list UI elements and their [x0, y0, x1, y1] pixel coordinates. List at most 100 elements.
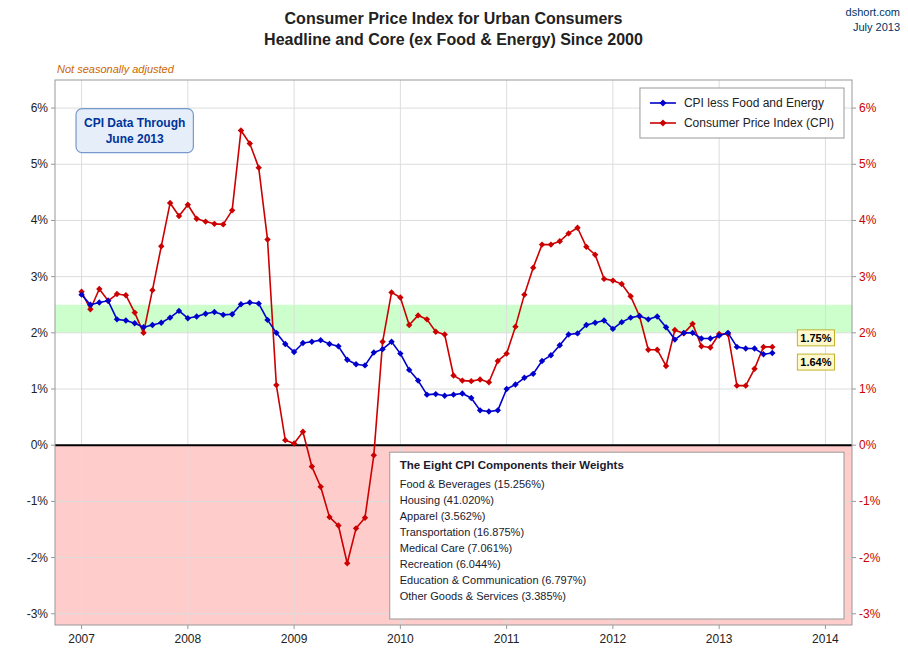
marker: [335, 522, 341, 528]
marker: [672, 327, 678, 333]
marker: [583, 322, 589, 328]
marker: [645, 346, 651, 352]
marker: [256, 300, 262, 306]
marker: [557, 238, 563, 244]
marker: [273, 382, 279, 388]
annotation-box: [76, 109, 193, 153]
tick-label-y2: 1%: [859, 382, 877, 396]
marker: [220, 312, 226, 318]
tick-y: [51, 445, 55, 446]
tick-y2: [852, 108, 856, 109]
band: [55, 305, 852, 333]
marker: [344, 357, 350, 363]
marker: [114, 291, 120, 297]
plot-frame: [55, 80, 852, 625]
marker: [689, 330, 695, 336]
marker: [503, 386, 509, 392]
marker: [264, 236, 270, 242]
marker: [415, 312, 421, 318]
marker: [450, 372, 456, 378]
marker: [282, 341, 288, 347]
grid-line-x: [187, 80, 188, 625]
tick-y: [51, 613, 55, 614]
tick-x: [825, 625, 826, 629]
marker: [645, 316, 651, 322]
marker: [273, 330, 279, 336]
annotation-text: CPI Data Through: [84, 116, 185, 130]
marker: [406, 322, 412, 328]
marker: [247, 140, 253, 146]
marker: [176, 213, 182, 219]
tick-y2: [852, 332, 856, 333]
marker: [530, 264, 536, 270]
tick-label-y: 5%: [31, 157, 49, 171]
marker: [619, 319, 625, 325]
marker: [96, 286, 102, 292]
plot-background: [55, 80, 852, 625]
marker: [167, 314, 173, 320]
tick-label-y2: 2%: [859, 326, 877, 340]
marker: [291, 349, 297, 355]
tick-label-x: 2008: [174, 632, 201, 646]
marker: [681, 330, 687, 336]
marker: [450, 391, 456, 397]
marker: [433, 329, 439, 335]
marker: [654, 346, 660, 352]
tick-label-x: 2011: [494, 632, 520, 646]
legend-marker: [659, 100, 666, 107]
text-box-line: Recreation (6.044%): [400, 558, 501, 570]
marker: [335, 343, 341, 349]
marker: [574, 225, 580, 231]
marker: [326, 514, 332, 520]
legend-marker: [659, 120, 666, 127]
marker: [707, 344, 713, 350]
grid-line-y: [55, 276, 852, 277]
marker: [619, 281, 625, 287]
marker: [132, 309, 138, 315]
marker: [751, 345, 757, 351]
tick-y: [51, 501, 55, 502]
marker: [353, 361, 359, 367]
tick-label-y: 3%: [31, 270, 49, 284]
marker: [548, 241, 554, 247]
tick-label-y2: 0%: [859, 438, 877, 452]
marker: [424, 316, 430, 322]
marker: [583, 244, 589, 250]
marker: [140, 324, 146, 330]
tick-y: [51, 220, 55, 221]
marker: [158, 243, 164, 249]
marker: [158, 320, 164, 326]
marker: [344, 560, 350, 566]
marker: [132, 320, 138, 326]
marker: [371, 452, 377, 458]
marker: [238, 127, 244, 133]
marker: [362, 514, 368, 520]
series-line: [82, 295, 773, 412]
annotation-text: June 2013: [106, 132, 164, 146]
marker: [610, 326, 616, 332]
tick-y: [51, 108, 55, 109]
marker: [123, 317, 129, 323]
marker: [193, 216, 199, 222]
marker: [751, 366, 757, 372]
grid-line-x: [81, 80, 82, 625]
legend: CPI less Food and EnergyConsumer Price I…: [640, 88, 844, 138]
marker: [78, 291, 84, 297]
marker: [495, 407, 501, 413]
marker: [654, 313, 660, 319]
tick-y2: [852, 557, 856, 558]
tick-y: [51, 389, 55, 390]
text-box: The Eight CPI Components their WeightsFo…: [390, 452, 844, 619]
marker: [96, 299, 102, 305]
marker: [769, 344, 775, 350]
marker: [503, 350, 509, 356]
marker: [193, 313, 199, 319]
value-label-text: 1.75%: [800, 332, 831, 344]
marker: [309, 339, 315, 345]
marker: [743, 382, 749, 388]
tick-x: [400, 625, 401, 629]
marker: [672, 336, 678, 342]
marker: [371, 349, 377, 355]
marker: [397, 350, 403, 356]
tick-label-x: 2010: [387, 632, 414, 646]
